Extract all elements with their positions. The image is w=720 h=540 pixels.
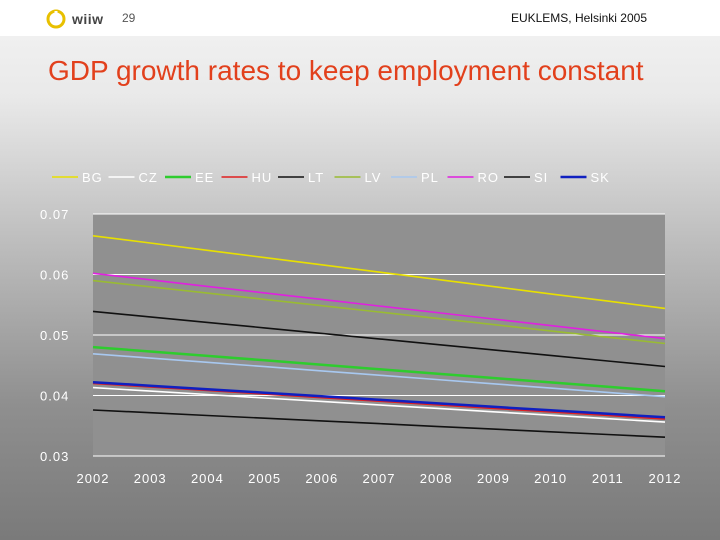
wiiw-logo: wiiw <box>46 8 104 30</box>
legend-label-bg: BG <box>82 170 103 185</box>
series-line-lt <box>92 310 666 368</box>
series-line-si <box>92 409 666 438</box>
logo-mark-icon <box>46 9 66 29</box>
legend-label-pl: PL <box>421 170 439 185</box>
series-line-sk <box>92 380 666 419</box>
x-tick-label: 2002 <box>77 471 110 486</box>
y-tick-label: 0.05 <box>40 328 69 343</box>
x-tick-label: 2011 <box>592 471 624 486</box>
y-axis: 0.07 0.06 0.05 0.04 0.03 <box>40 207 69 464</box>
series-line-cz <box>92 386 666 423</box>
x-axis: 2002 2003 2004 2005 2006 2007 2008 2009 2010 2011… <box>77 471 682 486</box>
series-line-ro <box>92 272 666 340</box>
y-tick-label: 0.06 <box>40 268 69 283</box>
legend-label-si: SI <box>534 170 548 185</box>
event-label: EUKLEMS, Helsinki 2005 <box>510 11 647 25</box>
logo-text: wiiw <box>72 11 104 27</box>
series-lines <box>92 235 666 438</box>
x-tick-label: 2010 <box>534 471 567 486</box>
series-line-bg <box>92 235 666 310</box>
y-tick-label: 0.03 <box>40 449 69 464</box>
x-tick-label: 2004 <box>191 471 224 486</box>
series-line-lv <box>92 279 666 345</box>
series-line-hu <box>92 382 666 420</box>
x-tick-label: 2008 <box>420 471 453 486</box>
legend-label-ee: EE <box>195 170 214 185</box>
legend-label-lt: LT <box>308 170 324 185</box>
legend-label-sk: SK <box>591 170 610 185</box>
slide-number: 29 <box>122 11 136 25</box>
y-tick-label: 0.07 <box>40 207 69 222</box>
legend-label-ro: RO <box>478 170 500 185</box>
y-tick-label: 0.04 <box>40 389 69 404</box>
x-tick-label: 2009 <box>477 471 510 486</box>
legend-label-lv: LV <box>365 170 382 185</box>
x-tick-label: 2005 <box>248 471 281 486</box>
x-tick-label: 2007 <box>363 471 396 486</box>
series-line-ee <box>92 345 666 393</box>
grid-lines <box>93 213 665 457</box>
header-bar: wiiw 29 EUKLEMS, Helsinki 2005 <box>0 0 720 36</box>
x-tick-label: 2012 <box>649 471 682 486</box>
slide-title: GDP growth rates to keep employment cons… <box>48 55 644 86</box>
series-line-pl <box>92 353 666 398</box>
legend-label-cz: CZ <box>139 170 158 185</box>
chart-legend: BG CZ EE HU LT LV PL RO SI SK <box>52 170 610 185</box>
x-tick-label: 2006 <box>305 471 338 486</box>
legend-label-hu: HU <box>252 170 273 185</box>
x-tick-label: 2003 <box>134 471 167 486</box>
